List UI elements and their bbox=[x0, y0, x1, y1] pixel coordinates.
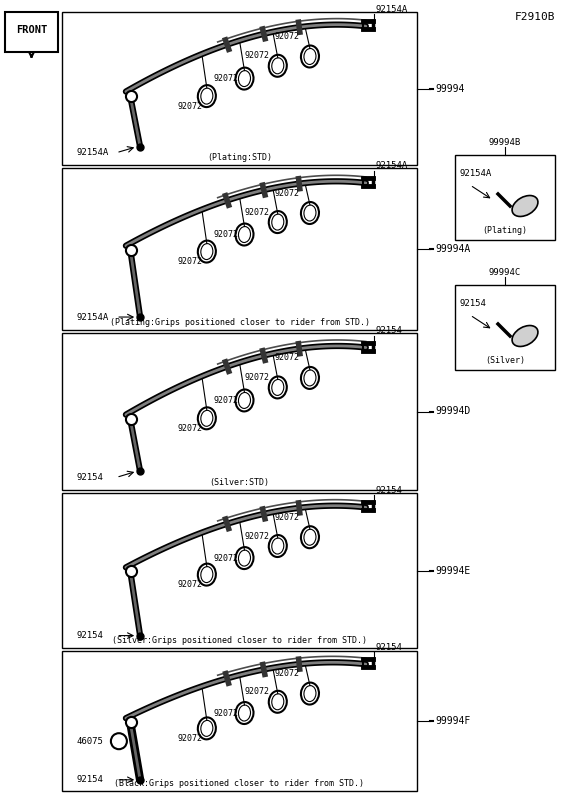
Text: 99994D: 99994D bbox=[435, 406, 470, 417]
Text: 92154A: 92154A bbox=[376, 162, 408, 170]
Text: 92154: 92154 bbox=[76, 473, 103, 482]
Text: 92072: 92072 bbox=[245, 531, 270, 541]
Text: parts4bike: parts4bike bbox=[196, 342, 370, 458]
Ellipse shape bbox=[512, 195, 538, 217]
Text: 46075: 46075 bbox=[76, 738, 103, 746]
Text: F2910B: F2910B bbox=[514, 12, 555, 22]
Text: 92154: 92154 bbox=[460, 298, 487, 307]
Text: 99994: 99994 bbox=[435, 83, 464, 94]
Text: 92072: 92072 bbox=[245, 207, 270, 217]
Bar bbox=[62, 12, 417, 165]
Ellipse shape bbox=[512, 326, 538, 346]
Text: 92072: 92072 bbox=[275, 32, 300, 41]
Bar bbox=[62, 493, 417, 648]
Bar bbox=[5, 12, 58, 52]
Text: 92072: 92072 bbox=[275, 669, 300, 678]
Text: 92072: 92072 bbox=[178, 580, 203, 589]
Text: 92154A: 92154A bbox=[76, 313, 109, 322]
Bar bbox=[455, 155, 555, 240]
Text: 92154: 92154 bbox=[76, 775, 103, 784]
Text: 99994A: 99994A bbox=[435, 244, 470, 254]
Text: (Plating:Grips positioned closer to rider from STD.): (Plating:Grips positioned closer to ride… bbox=[109, 318, 370, 327]
Bar bbox=[62, 333, 417, 490]
Text: 99994F: 99994F bbox=[435, 716, 470, 726]
Text: (Plating:STD): (Plating:STD) bbox=[207, 153, 272, 162]
Text: 92154A: 92154A bbox=[76, 148, 109, 158]
Text: (Silver:STD): (Silver:STD) bbox=[209, 478, 269, 487]
Bar bbox=[62, 651, 417, 791]
Text: 99994C: 99994C bbox=[489, 268, 521, 277]
Text: 92154: 92154 bbox=[76, 631, 103, 640]
Text: (Silver:Grips positioned closer to rider from STD.): (Silver:Grips positioned closer to rider… bbox=[112, 636, 367, 645]
Text: (Silver): (Silver) bbox=[485, 356, 525, 365]
Text: 99994B: 99994B bbox=[489, 138, 521, 147]
Text: 92072: 92072 bbox=[213, 554, 238, 562]
Text: 92072: 92072 bbox=[178, 424, 203, 433]
Text: FRONT: FRONT bbox=[16, 25, 47, 35]
Text: (Black:Grips positioned closer to rider from STD.): (Black:Grips positioned closer to rider … bbox=[114, 779, 365, 788]
Bar bbox=[455, 285, 555, 370]
Text: 92154: 92154 bbox=[376, 642, 403, 652]
Text: 92072: 92072 bbox=[275, 513, 300, 522]
Text: 92072: 92072 bbox=[245, 51, 270, 60]
Text: 92072: 92072 bbox=[275, 189, 300, 198]
Text: 99994E: 99994E bbox=[435, 566, 470, 575]
Text: 92154: 92154 bbox=[376, 326, 403, 335]
Text: 92072: 92072 bbox=[213, 230, 238, 239]
Bar bbox=[62, 168, 417, 330]
Text: 92072: 92072 bbox=[178, 257, 203, 266]
Text: 92072: 92072 bbox=[213, 709, 238, 718]
Text: 92154: 92154 bbox=[376, 486, 403, 495]
Text: 92072: 92072 bbox=[245, 687, 270, 696]
Text: 92072: 92072 bbox=[213, 74, 238, 83]
Text: 92072: 92072 bbox=[178, 102, 203, 110]
Text: 92072: 92072 bbox=[275, 354, 300, 362]
Text: 92072: 92072 bbox=[178, 734, 203, 743]
Text: 92154A: 92154A bbox=[460, 169, 492, 178]
Text: 92072: 92072 bbox=[245, 373, 270, 382]
Text: (Plating): (Plating) bbox=[482, 226, 528, 235]
Text: 92154A: 92154A bbox=[376, 5, 408, 14]
Text: 92072: 92072 bbox=[213, 396, 238, 405]
